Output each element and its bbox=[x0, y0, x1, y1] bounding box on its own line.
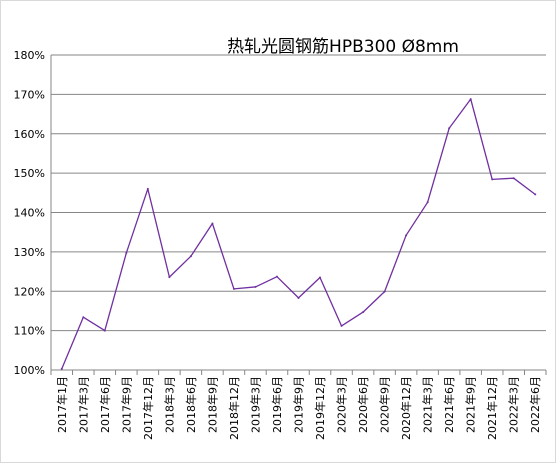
x-tick-label: 2018年3月 bbox=[162, 376, 176, 433]
series-line bbox=[61, 98, 536, 370]
x-tick-label: 2019年3月 bbox=[248, 376, 262, 433]
data-point bbox=[426, 201, 429, 204]
x-tick-label: 2018年9月 bbox=[205, 376, 219, 433]
series-layer bbox=[60, 98, 537, 370]
y-tick-label: 180% bbox=[14, 49, 45, 62]
data-point bbox=[232, 287, 235, 290]
data-point bbox=[60, 367, 63, 370]
y-tick-label: 110% bbox=[14, 325, 45, 338]
data-point bbox=[491, 178, 494, 181]
x-tick-label: 2018年6月 bbox=[184, 376, 198, 433]
data-point bbox=[469, 98, 472, 101]
chart-title: 热轧光圆钢筋HPB300 Ø8mm bbox=[227, 37, 459, 57]
x-tick-label: 2019年9月 bbox=[292, 376, 306, 433]
x-tick-label: 2021年9月 bbox=[464, 376, 478, 433]
data-point bbox=[82, 316, 85, 319]
data-point bbox=[448, 127, 451, 130]
data-point bbox=[254, 285, 257, 288]
data-point bbox=[125, 252, 128, 255]
x-tick-label: 2017年1月 bbox=[55, 376, 69, 433]
x-tick-label: 2021年6月 bbox=[442, 376, 456, 433]
x-tick-label: 2020年12月 bbox=[399, 376, 413, 440]
data-point bbox=[405, 234, 408, 237]
x-tick-label: 2021年3月 bbox=[421, 376, 435, 433]
y-tick-label: 150% bbox=[14, 167, 45, 180]
y-tick-label: 120% bbox=[14, 285, 45, 298]
x-tick-label: 2017年9月 bbox=[119, 376, 133, 433]
data-point bbox=[146, 187, 149, 190]
x-axis-tick-labels: 2017年1月 2017年3月 2017年6月 2017年9月 2017年12月 2018… bbox=[55, 376, 542, 440]
y-tick-label: 140% bbox=[14, 207, 45, 220]
x-tick-label: 2019年12月 bbox=[313, 376, 327, 440]
x-tick-label: 2017年12月 bbox=[141, 376, 155, 440]
data-point bbox=[297, 296, 300, 299]
x-tick-label: 2022年6月 bbox=[528, 376, 542, 433]
data-point bbox=[362, 311, 365, 314]
x-tick-label: 2020年9月 bbox=[378, 376, 392, 433]
x-tick-label: 2020年6月 bbox=[356, 376, 370, 433]
x-tick-label: 2018年12月 bbox=[227, 376, 241, 440]
y-tick-label: 170% bbox=[14, 88, 45, 101]
data-point bbox=[275, 275, 278, 278]
gridlines bbox=[50, 54, 547, 375]
data-point bbox=[512, 177, 515, 180]
x-tick-label: 2019年6月 bbox=[270, 376, 284, 433]
data-point bbox=[383, 290, 386, 293]
y-tick-label: 160% bbox=[14, 128, 45, 141]
data-point bbox=[168, 276, 171, 279]
data-point bbox=[534, 193, 537, 196]
data-point bbox=[340, 324, 343, 327]
x-tick-label: 2021年12月 bbox=[485, 376, 499, 440]
x-tick-label: 2022年3月 bbox=[507, 376, 521, 433]
x-tick-label: 2017年3月 bbox=[76, 376, 90, 433]
y-tick-label: 130% bbox=[14, 246, 45, 259]
y-tick-label: 100% bbox=[14, 364, 45, 377]
x-tick-label: 2017年6月 bbox=[98, 376, 112, 433]
data-point bbox=[211, 222, 214, 225]
data-point bbox=[189, 255, 192, 258]
data-point bbox=[103, 329, 106, 332]
x-tick-label: 2020年3月 bbox=[335, 376, 349, 433]
data-point bbox=[319, 276, 322, 279]
y-axis-tick-labels: 100% 110% 120% 130% 140% 150% 160% 170% 180% bbox=[14, 49, 45, 377]
